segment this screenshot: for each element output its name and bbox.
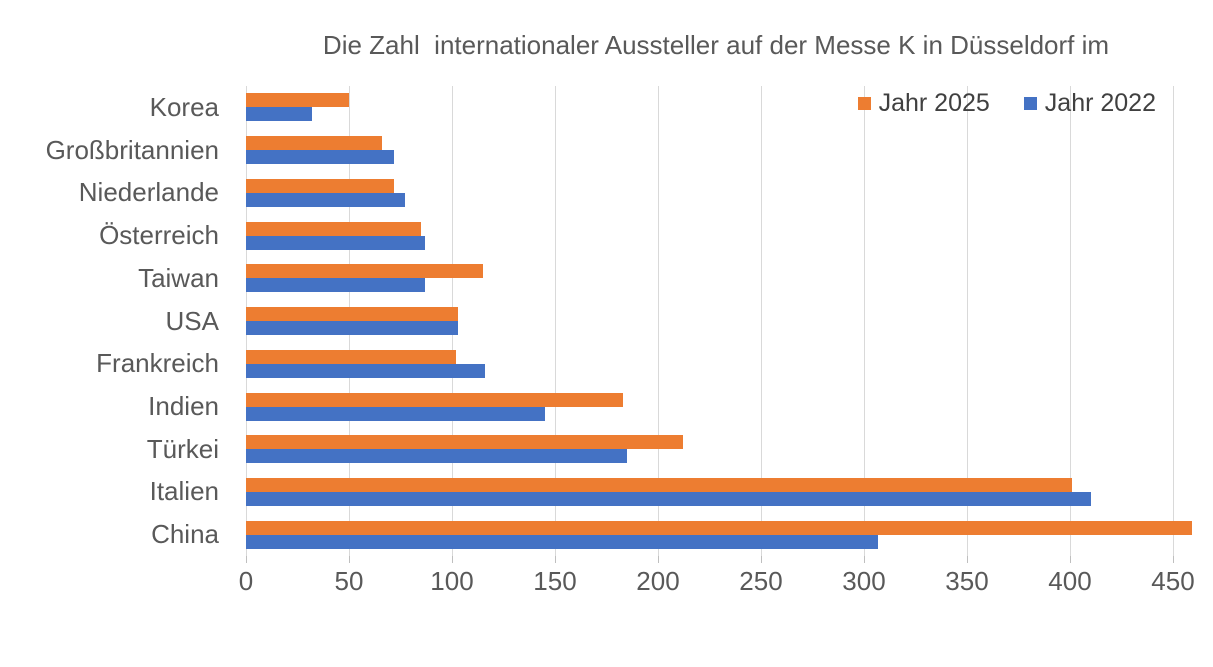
axis-tick [452,556,453,563]
legend: Jahr 2025 Jahr 2022 [857,89,1156,118]
legend-label: Jahr 2022 [1044,89,1156,117]
x-tick-label: 400 [1048,566,1092,596]
category-label: China [151,519,219,550]
bar-jahr-2022 [246,192,405,207]
x-axis: 0 50 100 150 200 250 300 350 400 450 [0,566,1213,600]
x-tick-label: 100 [430,566,474,596]
bar-jahr-2025 [246,136,382,151]
category-axis: Korea Großbritannien Niederlande Österreich… [0,86,232,556]
legend-label: Jahr 2025 [878,89,990,117]
bar-jahr-2022 [246,321,459,336]
gridline [1173,86,1174,556]
bar-row [246,129,1196,172]
bar-row [246,385,1196,428]
bar-row [246,300,1196,343]
gridline [658,86,659,556]
gridline [1070,86,1071,556]
category-label: Österreich [99,220,219,251]
x-tick-label: 150 [533,566,577,596]
bar-jahr-2022 [246,449,628,464]
chart-title: Die Zahl internationaler Aussteller auf … [322,30,1110,60]
bar-row [246,214,1196,257]
axis-tick [761,556,762,563]
axis-tick [967,556,968,563]
category-label: Korea [149,91,219,122]
gridline [555,86,556,556]
bar-row [246,86,1196,129]
bar-row [246,471,1196,514]
bar-jahr-2025 [246,520,1192,535]
axis-tick [349,556,350,563]
axis-tick [658,556,659,563]
x-tick-label: 350 [945,566,989,596]
bar-row [246,428,1196,471]
legend-swatch-icon [1023,97,1037,110]
category-label: Türkei [146,433,219,464]
axis-tick [1173,556,1174,563]
bar-row [246,513,1196,556]
category-label: Indien [148,391,219,421]
x-tick-label: 200 [636,566,680,596]
category-label: Großbritannien [45,134,219,165]
bar-jahr-2025 [246,435,683,450]
x-tick-label: 0 [238,566,254,596]
axis-tick [246,556,247,563]
axis-tick [864,556,865,563]
bar-jahr-2025 [246,178,395,193]
bar-jahr-2022 [246,278,426,293]
category-label: Niederlande [78,177,219,208]
x-tick-label: 450 [1151,566,1195,596]
bar-jahr-2025 [246,392,623,407]
bar-jahr-2022 [246,150,395,165]
category-label: Frankreich [96,348,219,379]
bar-jahr-2025 [246,307,459,322]
bar-jahr-2022 [246,491,1091,506]
bar-jahr-2022 [246,107,312,122]
legend-item: Jahr 2025 [857,89,990,118]
x-tick-label: 250 [739,566,783,596]
gridline [864,86,865,556]
bar-jahr-2022 [246,406,545,421]
axis-tick [1070,556,1071,563]
x-tick-label: 50 [334,566,364,596]
bar-row [246,342,1196,385]
gridline [761,86,762,556]
category-label: Italien [149,476,219,507]
bar-row [246,257,1196,300]
legend-swatch-icon [857,97,871,110]
legend-item: Jahr 2022 [1023,89,1156,118]
x-tick-label: 300 [842,566,886,596]
gridline [967,86,968,556]
bar-rows [246,86,1196,556]
category-label: Taiwan [138,262,219,293]
bar-jahr-2025 [246,264,483,279]
axis-tick [555,556,556,563]
bar-jahr-2022 [246,534,879,549]
bar-jahr-2022 [246,363,485,378]
bar-row [246,171,1196,214]
bar-jahr-2025 [246,477,1073,492]
bar-jahr-2025 [246,93,349,108]
plot-area: Jahr 2025 Jahr 2022 [246,86,1196,563]
bar-jahr-2025 [246,349,457,364]
bar-jahr-2022 [246,235,426,250]
category-label: USA [165,305,219,336]
bar-jahr-2025 [246,221,422,236]
